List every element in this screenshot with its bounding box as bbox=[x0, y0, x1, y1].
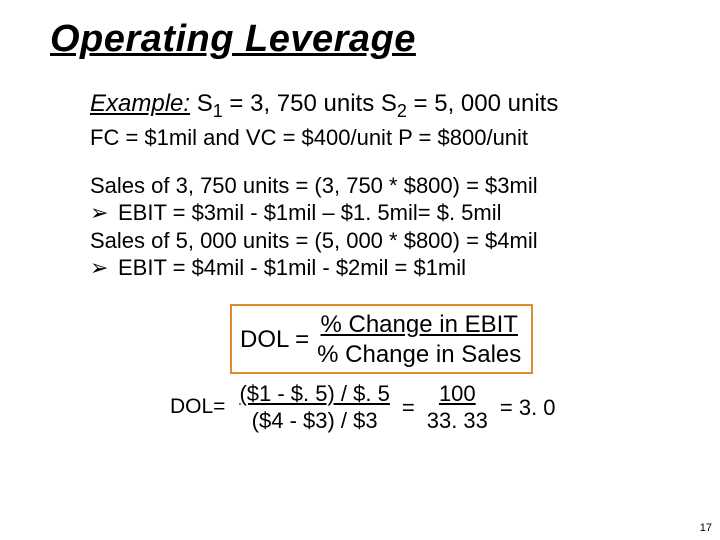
dol-formula-box: DOL = % Change in EBIT % Change in Sales bbox=[230, 304, 533, 374]
fc-line: FC = $1mil and VC = $400/unit P = $800/u… bbox=[90, 124, 670, 152]
s2-sub: 2 bbox=[397, 101, 407, 121]
page-number: 17 bbox=[700, 522, 712, 534]
s1-prefix: S bbox=[190, 90, 213, 117]
s1-sub: 1 bbox=[213, 101, 223, 121]
dolcalc-den2: 33. 33 bbox=[425, 407, 490, 435]
dolcalc-num1: ($1 - $. 5) / $. 5 bbox=[237, 380, 391, 408]
bullet-icon: ➢ bbox=[90, 254, 118, 282]
dolcalc-den1: ($4 - $3) / $3 bbox=[250, 407, 380, 435]
dolcalc-frac2: 100 33. 33 bbox=[425, 380, 490, 435]
ebit-1: EBIT = $3mil - $1mil – $1. 5mil= $. 5mil bbox=[118, 200, 502, 225]
ebit-2: EBIT = $4mil - $1mil - $2mil = $1mil bbox=[118, 255, 466, 280]
example-line: Example: S1 = 3, 750 units S2 = 5, 000 u… bbox=[90, 89, 670, 122]
dolcalc-eq2: = 3. 0 bbox=[500, 394, 556, 422]
calc-line-2: ➢EBIT = $3mil - $1mil – $1. 5mil= $. 5mi… bbox=[90, 199, 670, 227]
calc-line-1: Sales of 3, 750 units = (3, 750 * $800) … bbox=[90, 172, 670, 200]
example-label: Example: bbox=[90, 90, 190, 117]
dol-numerator: % Change in EBIT bbox=[318, 310, 519, 340]
dolcalc-frac1: ($1 - $. 5) / $. 5 ($4 - $3) / $3 bbox=[237, 380, 391, 435]
calc-line-3: Sales of 5, 000 units = (5, 000 * $800) … bbox=[90, 227, 670, 255]
dol-label: DOL = bbox=[240, 325, 309, 355]
dol-denominator: % Change in Sales bbox=[315, 340, 523, 370]
dol-calc-row: DOL= ($1 - $. 5) / $. 5 ($4 - $3) / $3 =… bbox=[170, 380, 670, 435]
dolcalc-eq1: = bbox=[402, 394, 415, 422]
bullet-icon: ➢ bbox=[90, 199, 118, 227]
dolcalc-num2: 100 bbox=[437, 380, 478, 408]
dol-fraction: % Change in EBIT % Change in Sales bbox=[315, 310, 523, 370]
s2-eq: = 5, 000 units bbox=[407, 90, 558, 117]
s1-eq: = 3, 750 units S bbox=[223, 90, 397, 117]
calc-line-4: ➢EBIT = $4mil - $1mil - $2mil = $1mil bbox=[90, 254, 670, 282]
calc-block: Sales of 3, 750 units = (3, 750 * $800) … bbox=[90, 172, 670, 282]
slide-title: Operating Leverage bbox=[50, 18, 670, 61]
dolcalc-label: DOL= bbox=[170, 394, 225, 420]
